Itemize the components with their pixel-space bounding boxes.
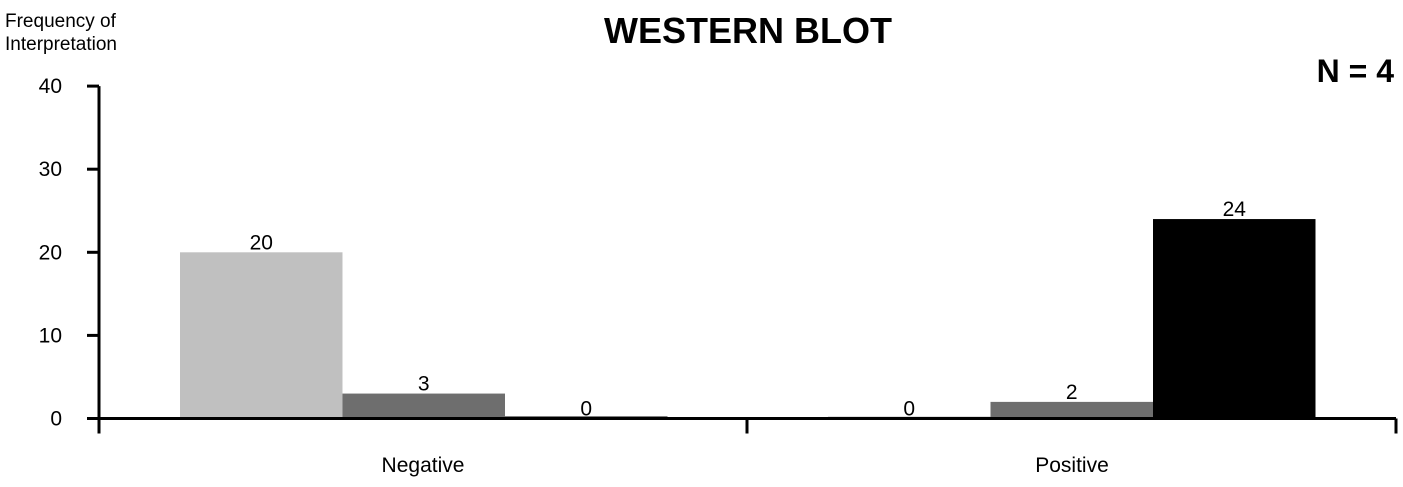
sample-size-note: N = 4 — [1317, 53, 1395, 89]
y-tick-label-20: 20 — [39, 241, 62, 264]
y-axis-label-line-1: Frequency of — [5, 11, 117, 32]
value-label-negative-series-3: 0 — [580, 398, 592, 421]
bar-negative-series-1 — [180, 252, 343, 419]
value-label-positive-series-2: 2 — [1066, 381, 1078, 404]
y-tick-label-0: 0 — [50, 408, 62, 431]
bar-positive-series-3 — [1153, 219, 1316, 419]
value-label-positive-series-3: 24 — [1223, 198, 1247, 221]
bar-positive-series-2 — [990, 401, 1153, 419]
bars-layer — [180, 219, 1316, 419]
value-label-positive-series-1: 0 — [903, 398, 915, 421]
y-tick-label-30: 30 — [39, 158, 62, 181]
bar-negative-series-2 — [342, 393, 505, 419]
value-labels-layer: 20 3 0 0 2 24 — [250, 198, 1247, 420]
category-label-negative: Negative — [382, 454, 465, 477]
value-label-negative-series-2: 3 — [418, 373, 430, 396]
y-tick-label-40: 40 — [39, 75, 62, 98]
y-tick-label-10: 10 — [39, 324, 62, 347]
value-label-negative-series-1: 20 — [250, 231, 273, 254]
y-axis-label-line-2: Interpretation — [5, 34, 117, 55]
category-label-positive: Positive — [1035, 454, 1109, 477]
chart-title: WESTERN BLOT — [604, 10, 892, 51]
